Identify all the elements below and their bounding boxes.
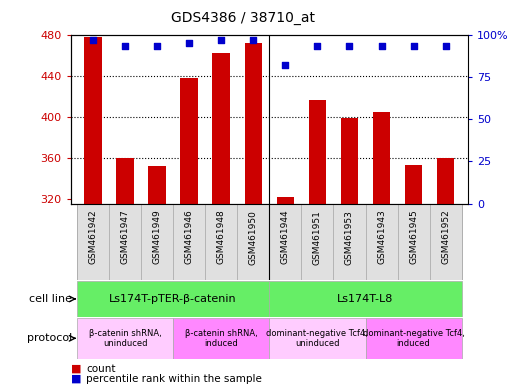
Text: ■: ■ <box>71 374 81 384</box>
Text: ■: ■ <box>71 364 81 374</box>
Text: GSM461946: GSM461946 <box>185 210 194 265</box>
Bar <box>116 158 134 204</box>
Point <box>89 36 97 43</box>
Text: GSM461951: GSM461951 <box>313 210 322 265</box>
Bar <box>237 204 269 280</box>
Bar <box>429 204 462 280</box>
Text: β-catenin shRNA,
uninduced: β-catenin shRNA, uninduced <box>89 329 162 348</box>
Text: GSM461947: GSM461947 <box>121 210 130 265</box>
Text: protocol: protocol <box>27 333 72 343</box>
Point <box>410 43 418 50</box>
Bar <box>366 318 462 359</box>
Text: GSM461949: GSM461949 <box>153 210 162 265</box>
Text: dominant-negative Tcf4,
uninduced: dominant-negative Tcf4, uninduced <box>267 329 368 348</box>
Text: percentile rank within the sample: percentile rank within the sample <box>86 374 262 384</box>
Text: GSM461943: GSM461943 <box>377 210 386 265</box>
Bar <box>366 204 397 280</box>
Bar <box>180 78 198 204</box>
Bar <box>244 43 262 204</box>
Text: dominant-negative Tcf4,
induced: dominant-negative Tcf4, induced <box>362 329 464 348</box>
Text: Ls174T-pTER-β-catenin: Ls174T-pTER-β-catenin <box>109 294 237 304</box>
Bar <box>141 204 173 280</box>
Point <box>345 43 354 50</box>
Point <box>313 43 322 50</box>
Bar <box>77 281 269 317</box>
Text: cell line: cell line <box>29 294 72 304</box>
Bar <box>269 318 366 359</box>
Point <box>281 62 290 68</box>
Bar <box>149 166 166 204</box>
Bar <box>77 204 109 280</box>
Bar <box>269 281 462 317</box>
Bar <box>301 204 334 280</box>
Bar <box>437 158 454 204</box>
Text: β-catenin shRNA,
induced: β-catenin shRNA, induced <box>185 329 258 348</box>
Bar <box>277 197 294 204</box>
Point <box>249 36 257 43</box>
Bar <box>334 204 366 280</box>
Point <box>441 43 450 50</box>
Text: GSM461952: GSM461952 <box>441 210 450 265</box>
Point <box>121 43 129 50</box>
Bar <box>84 36 102 204</box>
Bar <box>340 118 358 204</box>
Point <box>153 43 161 50</box>
Bar <box>405 166 423 204</box>
Text: GSM461945: GSM461945 <box>409 210 418 265</box>
Bar <box>212 53 230 204</box>
Bar <box>109 204 141 280</box>
Point <box>185 40 194 46</box>
Bar <box>173 204 205 280</box>
Text: Ls174T-L8: Ls174T-L8 <box>337 294 394 304</box>
Point <box>378 43 386 50</box>
Text: GSM461950: GSM461950 <box>249 210 258 265</box>
Text: GSM461942: GSM461942 <box>88 210 98 264</box>
Text: count: count <box>86 364 116 374</box>
Text: GSM461953: GSM461953 <box>345 210 354 265</box>
Bar <box>269 204 301 280</box>
Bar <box>373 112 390 204</box>
Bar <box>205 204 237 280</box>
Point <box>217 36 225 43</box>
Text: GSM461944: GSM461944 <box>281 210 290 264</box>
Bar <box>397 204 429 280</box>
Text: GSM461948: GSM461948 <box>217 210 226 265</box>
Bar <box>309 101 326 204</box>
Bar <box>173 318 269 359</box>
Text: GDS4386 / 38710_at: GDS4386 / 38710_at <box>171 11 315 25</box>
Bar <box>77 318 173 359</box>
